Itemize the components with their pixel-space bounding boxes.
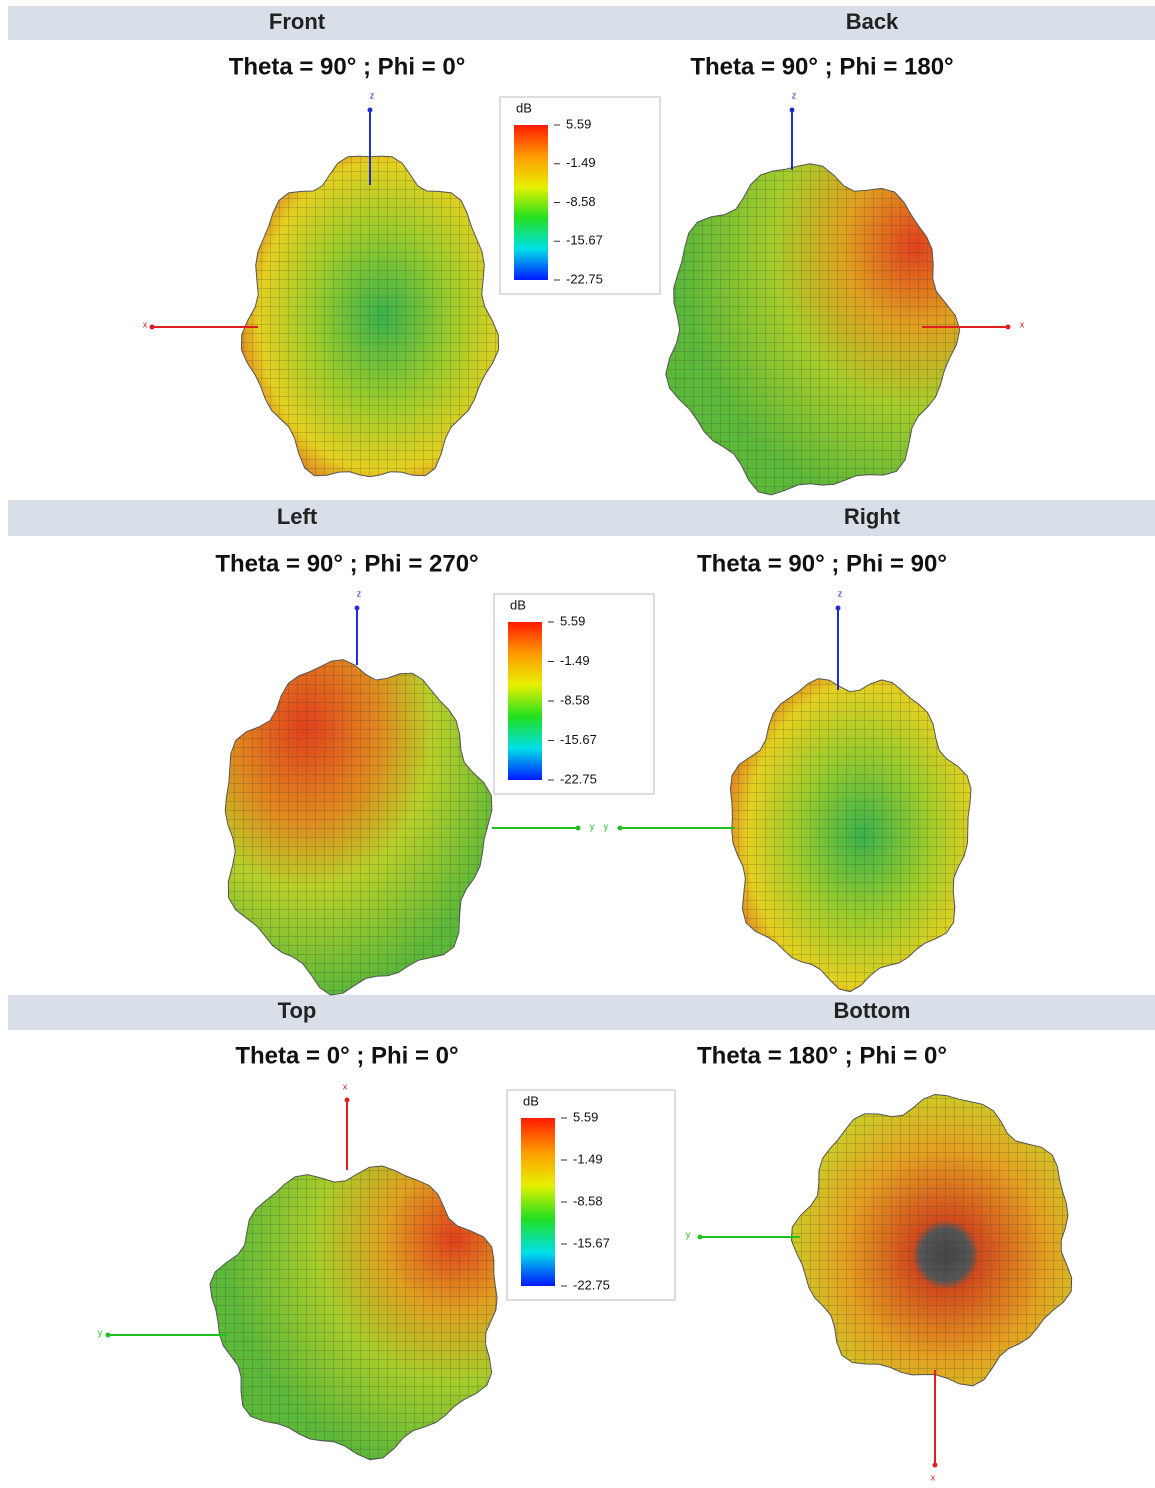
axis-label: x	[1020, 319, 1025, 329]
pattern-mesh	[730, 678, 971, 992]
axis-label: y	[98, 1327, 103, 1337]
axis-arrow	[344, 1097, 350, 1103]
pattern-mesh	[210, 1166, 498, 1460]
colorbar-label: 5.59	[560, 613, 585, 628]
pattern-mesh	[241, 156, 499, 477]
colorbar-label: -8.58	[566, 194, 596, 209]
axis-label: y	[604, 821, 609, 831]
colorbar-label: -15.67	[573, 1235, 610, 1250]
axis-label: y	[590, 821, 595, 831]
colorbar	[508, 622, 542, 780]
view-title: Back	[846, 9, 899, 34]
view-angles: Theta = 90° ; Phi = 180°	[690, 53, 953, 80]
header-bar	[8, 6, 1155, 40]
colorbar-label: -15.67	[560, 732, 597, 747]
axis-arrow	[932, 1462, 938, 1468]
colorbar	[521, 1118, 555, 1286]
axis-arrow	[697, 1234, 703, 1240]
axis-arrow	[105, 1332, 111, 1338]
axis-label: x	[931, 1472, 936, 1482]
pattern-mesh	[225, 659, 492, 996]
colorbar-unit: dB	[516, 100, 532, 115]
colorbar-label: -22.75	[560, 771, 597, 786]
view-title: Bottom	[834, 998, 911, 1023]
colorbar	[514, 125, 548, 280]
axis-arrow	[789, 107, 795, 113]
header-bar	[8, 500, 1155, 536]
colorbar-label: -1.49	[560, 653, 590, 668]
axis-arrow	[617, 825, 623, 831]
colorbar-unit: dB	[510, 597, 526, 612]
view-angles: Theta = 90° ; Phi = 0°	[229, 53, 466, 80]
colorbar-label: -22.75	[566, 271, 603, 286]
view-angles: Theta = 90° ; Phi = 90°	[697, 550, 947, 577]
view-title: Right	[844, 504, 901, 529]
axis-arrow	[575, 825, 581, 831]
pattern-mesh	[665, 163, 960, 495]
axis-label: z	[792, 90, 797, 100]
view-angles: Theta = 180° ; Phi = 0°	[697, 1042, 947, 1069]
axis-label: x	[143, 319, 148, 329]
axis-label: z	[370, 90, 375, 100]
axis-label: z	[838, 588, 843, 598]
content: Front Theta = 90° ; Phi = 0° z x Back Theta =…	[98, 9, 1073, 1482]
pattern-mesh	[791, 1094, 1072, 1386]
view-angles: Theta = 0° ; Phi = 0°	[235, 1042, 458, 1069]
colorbar-label: -1.49	[566, 155, 596, 170]
colorbar-label: 5.59	[566, 116, 591, 131]
colorbar-label: -15.67	[566, 233, 603, 248]
axis-label: y	[686, 1229, 691, 1239]
colorbar-label: -8.58	[573, 1193, 603, 1208]
axis-arrow	[1005, 324, 1011, 330]
axis-label: z	[357, 588, 362, 598]
axis-arrow	[367, 107, 373, 113]
axis-arrow	[354, 605, 360, 611]
view-title: Top	[278, 998, 317, 1023]
axis-label: x	[343, 1081, 348, 1091]
colorbar-unit: dB	[523, 1093, 539, 1108]
header-bar	[8, 995, 1155, 1030]
colorbar-label: -22.75	[573, 1277, 610, 1292]
axis-arrow	[835, 605, 841, 611]
colorbar-label: -1.49	[573, 1151, 603, 1166]
colorbar-label: 5.59	[573, 1109, 598, 1124]
view-title: Front	[269, 9, 326, 34]
view-angles: Theta = 90° ; Phi = 270°	[215, 550, 478, 577]
colorbar-label: -8.58	[560, 692, 590, 707]
view-title: Left	[277, 504, 318, 529]
axis-arrow	[149, 324, 155, 330]
